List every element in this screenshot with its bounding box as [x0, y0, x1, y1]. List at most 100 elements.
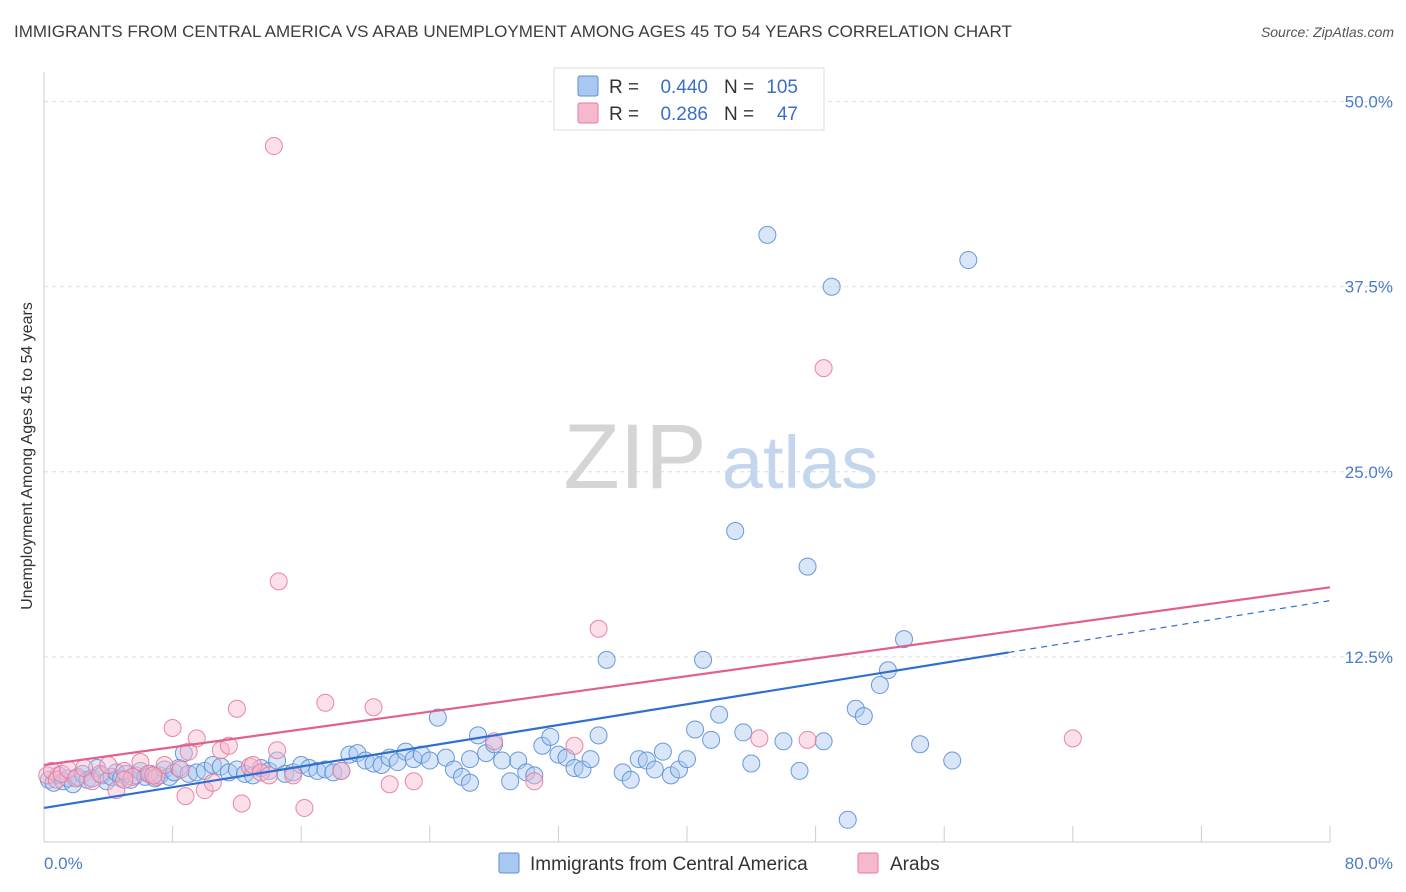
series-legend-swatch	[857, 852, 879, 874]
central-america-point	[758, 225, 777, 244]
central-america-point	[734, 723, 753, 742]
arabs-point	[219, 736, 238, 755]
arabs-point	[798, 730, 817, 749]
central-america-point	[653, 742, 672, 761]
stats-legend: R = 0.440 N = 105 R = 0.286 N = 47	[553, 67, 825, 131]
arabs-point	[380, 775, 399, 794]
arabs-point	[295, 798, 314, 817]
arabs-point	[43, 761, 62, 780]
arabs-point	[589, 619, 608, 638]
y-tick-label: 12.5%	[1345, 648, 1393, 667]
arabs-point	[179, 742, 198, 761]
central-america-point	[798, 557, 817, 576]
stats-legend-swatch	[577, 75, 599, 97]
trend-lines	[43, 586, 1331, 810]
central-america-point	[428, 708, 447, 727]
arabs-point	[47, 770, 66, 789]
central-america-point	[790, 761, 809, 780]
stats-r-label: R =	[609, 77, 639, 98]
central-america-point	[597, 650, 616, 669]
arabs-point	[211, 741, 230, 760]
central-america-point	[822, 277, 841, 296]
chart-source: Source: ZipAtlas.com	[1260, 24, 1394, 40]
stats-r-value: 0.286	[660, 104, 708, 125]
arabs-point	[316, 693, 335, 712]
central-america-trend-line	[43, 651, 1009, 810]
central-america-point	[959, 251, 978, 270]
y-tick-label: 25.0%	[1345, 463, 1393, 482]
arabs-point	[115, 770, 134, 789]
data-points	[38, 137, 1082, 829]
central-america-point	[870, 676, 889, 695]
arabs-point	[171, 760, 190, 779]
central-america-point	[589, 726, 608, 745]
central-america-point	[686, 720, 705, 739]
x-tick-label: 0.0%	[44, 854, 83, 873]
central-america-point	[854, 707, 873, 726]
arabs-point	[814, 359, 833, 378]
arabs-trend-line	[43, 586, 1331, 767]
y-tick-label: 37.5%	[1345, 278, 1393, 297]
central-america-point	[911, 735, 930, 754]
central-america-point	[469, 726, 488, 745]
chart-title: IMMIGRANTS FROM CENTRAL AMERICA VS ARAB …	[14, 22, 1012, 41]
central-america-point	[420, 751, 439, 770]
series-legend-label: Arabs	[890, 854, 940, 875]
arabs-point	[332, 761, 351, 780]
arabs-point	[269, 572, 288, 591]
central-america-point	[268, 751, 287, 770]
stats-r-value: 0.440	[660, 77, 708, 98]
arabs-point	[364, 698, 383, 717]
watermark-zip: ZIP	[563, 406, 706, 508]
central-america-point	[726, 522, 745, 541]
arabs-point	[176, 787, 195, 806]
central-america-point	[702, 730, 721, 749]
central-america-point	[895, 630, 914, 649]
central-america-point	[493, 751, 512, 770]
stats-legend-swatch	[577, 102, 599, 124]
stats-n-value: 47	[777, 104, 798, 125]
central-america-point	[710, 705, 729, 724]
arabs-point	[232, 794, 251, 813]
arabs-point	[525, 772, 544, 791]
tick-labels: 12.5% 25.0% 37.5% 50.0% 0.0% 80.0%	[44, 93, 1393, 873]
central-america-point	[943, 751, 962, 770]
central-america-point	[525, 766, 544, 785]
stats-r-label: R =	[609, 104, 639, 125]
central-america-point	[621, 770, 640, 789]
central-america-point	[541, 727, 560, 746]
arabs-point	[268, 741, 287, 760]
series-legend-label: Immigrants from Central America	[530, 854, 808, 875]
central-america-point	[501, 772, 520, 791]
arabs-point	[144, 766, 163, 785]
arabs-point	[99, 756, 118, 774]
y-tick-label: 50.0%	[1345, 93, 1393, 112]
central-america-point	[460, 773, 479, 792]
stats-n-label: N =	[724, 77, 754, 98]
central-america-point	[838, 810, 857, 829]
arabs-point	[227, 699, 246, 718]
central-america-point	[645, 760, 664, 779]
arabs-point	[750, 729, 769, 748]
central-america-point	[742, 754, 761, 773]
central-america-point	[774, 732, 793, 751]
arabs-point	[163, 718, 182, 737]
series-legend: Immigrants from Central America Arabs	[498, 852, 940, 875]
central-america-point	[694, 650, 713, 669]
central-america-point	[150, 766, 169, 785]
watermark: ZIP atlas	[563, 406, 878, 508]
central-america-point	[404, 750, 423, 769]
central-america-trend-extension	[1008, 600, 1331, 654]
arabs-point	[565, 736, 584, 755]
arabs-point	[264, 137, 283, 156]
axes	[43, 72, 1331, 843]
x-tick-label: 80.0%	[1345, 854, 1393, 873]
stats-legend-box	[553, 67, 825, 131]
central-america-point	[460, 750, 479, 769]
arabs-point	[1063, 729, 1082, 748]
central-america-point	[814, 732, 833, 751]
series-legend-swatch	[498, 852, 520, 874]
central-america-point	[678, 750, 696, 769]
central-america-point	[581, 750, 600, 769]
